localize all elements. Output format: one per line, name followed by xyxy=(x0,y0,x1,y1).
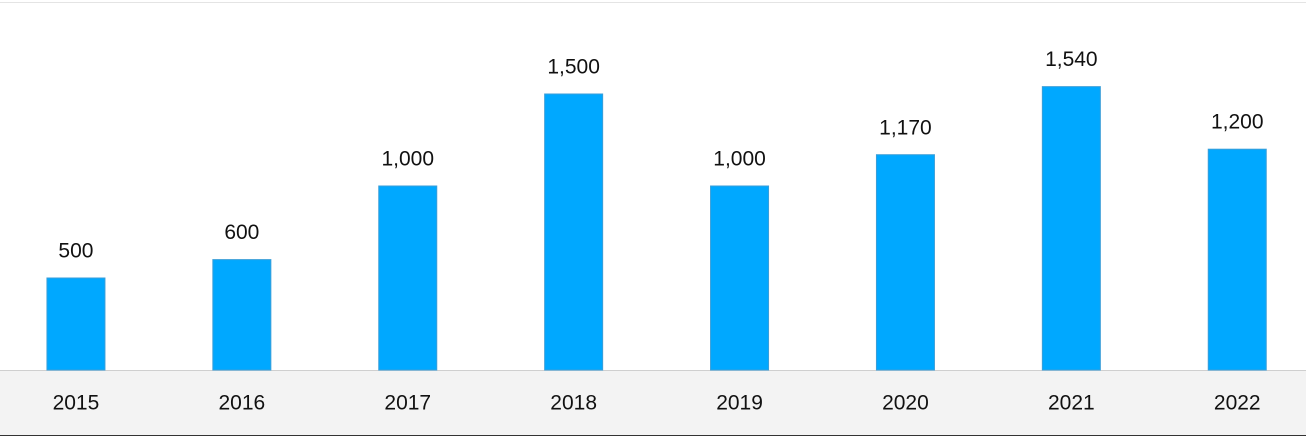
value-label: 1,200 xyxy=(1211,111,1264,134)
bar xyxy=(710,185,770,371)
bar xyxy=(212,259,272,371)
x-tick-label: 2015 xyxy=(53,392,100,415)
x-tick-label: 2017 xyxy=(384,392,431,415)
category-band xyxy=(0,370,1306,435)
value-label: 1,170 xyxy=(879,116,932,139)
x-tick-label: 2020 xyxy=(882,392,929,415)
x-tick-label: 2022 xyxy=(1214,392,1261,415)
value-label: 500 xyxy=(58,240,93,263)
x-tick-label: 2021 xyxy=(1048,392,1095,415)
value-label: 1,540 xyxy=(1045,48,1098,71)
bar xyxy=(1207,148,1267,371)
x-tick-label: 2016 xyxy=(218,392,265,415)
value-label: 1,000 xyxy=(713,148,766,171)
bar xyxy=(46,277,106,371)
value-label: 1,000 xyxy=(381,148,434,171)
bar xyxy=(1041,86,1101,371)
bar xyxy=(875,154,935,371)
value-label: 1,500 xyxy=(547,56,600,79)
bar xyxy=(544,93,604,371)
value-label: 600 xyxy=(224,221,259,244)
bar xyxy=(378,185,438,371)
x-tick-label: 2018 xyxy=(550,392,597,415)
x-tick-label: 2019 xyxy=(716,392,763,415)
